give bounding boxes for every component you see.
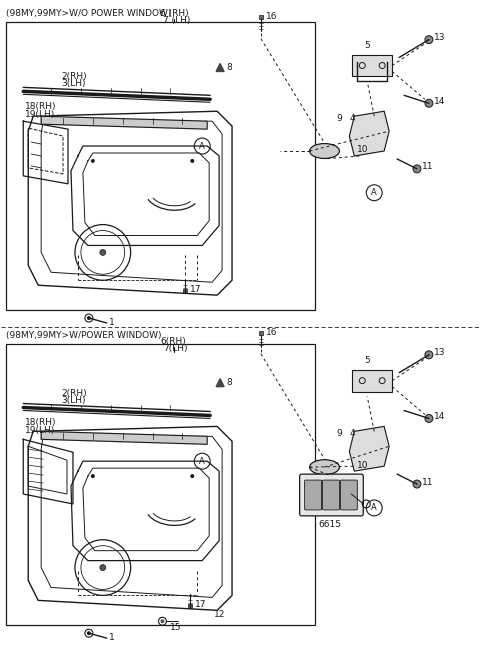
Text: 13: 13 — [434, 348, 445, 357]
Polygon shape — [216, 379, 224, 386]
Circle shape — [87, 316, 91, 320]
Circle shape — [190, 474, 194, 478]
Bar — [352, 55, 392, 76]
Text: 12: 12 — [214, 610, 226, 619]
Text: 2(RH): 2(RH) — [61, 72, 87, 81]
Text: 11: 11 — [422, 477, 433, 486]
Text: 1: 1 — [109, 317, 115, 326]
Text: (98MY,99MY>W/POWER WINDOW): (98MY,99MY>W/POWER WINDOW) — [6, 331, 162, 340]
Text: 5: 5 — [364, 356, 370, 365]
Ellipse shape — [310, 460, 339, 475]
Circle shape — [87, 631, 91, 635]
Polygon shape — [41, 432, 207, 444]
Text: 16: 16 — [266, 328, 277, 337]
Text: 14: 14 — [434, 97, 445, 106]
Text: 19(LH): 19(LH) — [25, 110, 56, 119]
Bar — [352, 370, 392, 392]
Circle shape — [413, 165, 421, 173]
Text: 3(LH): 3(LH) — [61, 395, 85, 404]
Circle shape — [425, 351, 433, 359]
Polygon shape — [41, 116, 207, 129]
Circle shape — [425, 415, 433, 422]
Circle shape — [160, 619, 165, 623]
Text: A: A — [199, 141, 205, 150]
Text: 10: 10 — [357, 461, 369, 470]
Text: 15: 15 — [170, 622, 182, 631]
Text: 8: 8 — [226, 378, 232, 387]
Text: 18(RH): 18(RH) — [25, 419, 57, 428]
Text: 9: 9 — [336, 114, 342, 123]
Text: 6 (RH): 6 (RH) — [160, 9, 189, 18]
Circle shape — [413, 480, 421, 488]
Text: 13: 13 — [434, 33, 445, 42]
Circle shape — [190, 159, 194, 163]
Text: A: A — [372, 503, 377, 512]
Text: 5: 5 — [364, 41, 370, 50]
Text: 18(RH): 18(RH) — [25, 102, 57, 111]
Text: 6(RH): 6(RH) — [160, 337, 186, 346]
Text: 6615: 6615 — [318, 520, 341, 529]
Bar — [183, 289, 187, 293]
Text: (98MY,99MY>W/O POWER WINDOW): (98MY,99MY>W/O POWER WINDOW) — [6, 9, 172, 18]
Text: 17: 17 — [195, 600, 207, 609]
Bar — [259, 331, 263, 335]
Text: 3(LH): 3(LH) — [61, 79, 85, 88]
Text: 17: 17 — [190, 284, 202, 293]
Polygon shape — [349, 111, 389, 156]
FancyBboxPatch shape — [340, 480, 357, 510]
Circle shape — [425, 99, 433, 107]
Text: A: A — [372, 188, 377, 197]
Polygon shape — [216, 63, 224, 72]
Circle shape — [100, 250, 106, 255]
Text: 4: 4 — [349, 429, 355, 438]
Bar — [188, 604, 192, 608]
Text: 2(RH): 2(RH) — [61, 388, 87, 397]
Text: 8: 8 — [226, 63, 232, 72]
Bar — [6, 22, 314, 310]
Circle shape — [91, 474, 95, 478]
FancyBboxPatch shape — [305, 480, 322, 510]
Text: 1: 1 — [109, 633, 115, 642]
Text: 7 (LH): 7 (LH) — [164, 15, 191, 25]
Text: 10: 10 — [357, 144, 369, 154]
Ellipse shape — [310, 144, 339, 159]
Bar — [259, 15, 263, 19]
Circle shape — [425, 35, 433, 44]
Text: 14: 14 — [434, 412, 445, 421]
Circle shape — [91, 159, 95, 163]
Polygon shape — [349, 426, 389, 471]
Text: 19(LH): 19(LH) — [25, 426, 56, 435]
Circle shape — [100, 564, 106, 571]
Text: 4: 4 — [349, 114, 355, 123]
FancyBboxPatch shape — [300, 474, 363, 516]
Text: 7(LH): 7(LH) — [164, 344, 188, 353]
Bar — [6, 344, 314, 625]
Text: A: A — [199, 457, 205, 466]
Text: 16: 16 — [266, 12, 277, 21]
Text: 9: 9 — [336, 429, 342, 438]
FancyBboxPatch shape — [323, 480, 339, 510]
Text: 11: 11 — [422, 163, 433, 172]
